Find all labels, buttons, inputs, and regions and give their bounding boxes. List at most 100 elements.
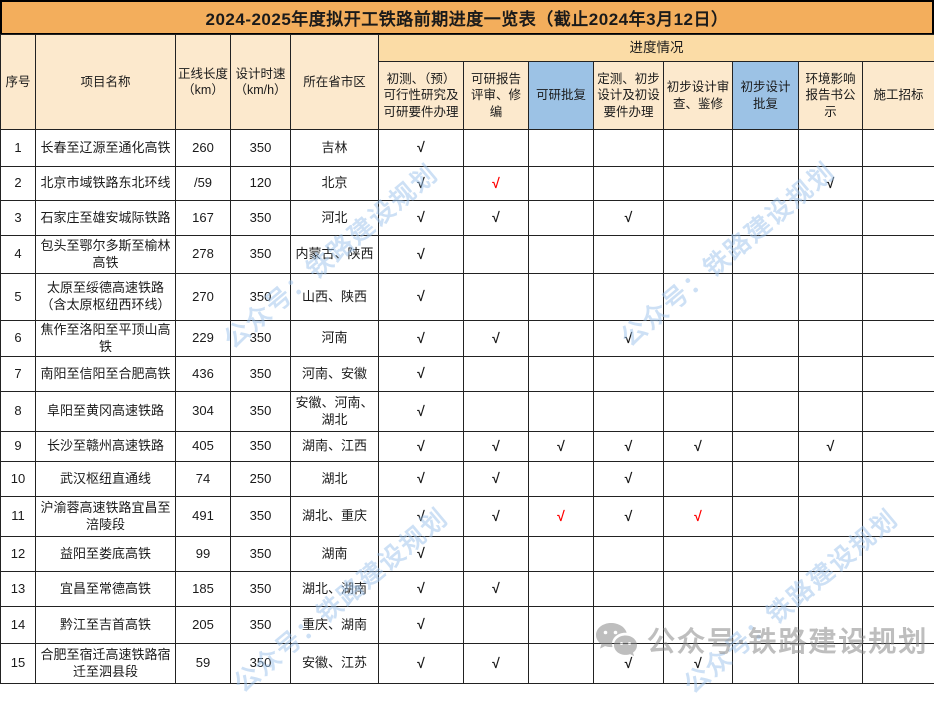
progress-cell-eia-publicity: √	[799, 167, 863, 201]
progress-cell-construction-bidding	[863, 321, 934, 357]
progress-cell-eia-publicity	[799, 321, 863, 357]
province: 河南、安徽	[291, 357, 379, 392]
progress-cell-eia-publicity	[799, 357, 863, 392]
progress-cell-survey-feasibility: √	[379, 392, 464, 432]
line-length: /59	[176, 167, 231, 201]
progress-cell-eia-publicity	[799, 462, 863, 497]
progress-cell-feasibility-approval	[529, 201, 594, 236]
column-header-survey-feasibility: 初测、（预）可行性研究及可研要件办理	[379, 62, 464, 130]
line-length: 405	[176, 432, 231, 462]
province: 吉林	[291, 130, 379, 167]
column-header-final-survey-design: 定测、初步设计及初设要件办理	[594, 62, 664, 130]
progress-cell-design-approval	[733, 274, 799, 321]
project-name: 武汉枢纽直通线	[36, 462, 176, 497]
progress-cell-survey-feasibility: √	[379, 130, 464, 167]
progress-cell-final-survey-design	[594, 572, 664, 607]
progress-cell-design-approval	[733, 497, 799, 537]
progress-cell-feasibility-approval	[529, 537, 594, 572]
project-name: 合肥至宿迁高速铁路宿迁至泗县段	[36, 644, 176, 684]
progress-cell-design-review	[664, 236, 733, 274]
progress-cell-design-review	[664, 572, 733, 607]
progress-cell-design-review: √	[664, 644, 733, 684]
province: 安徽、河南、湖北	[291, 392, 379, 432]
column-header-feasibility-review: 可研报告评审、修编	[464, 62, 529, 130]
progress-group-header: 进度情况	[379, 35, 934, 62]
row-index: 11	[1, 497, 36, 537]
progress-cell-eia-publicity	[799, 537, 863, 572]
province: 山西、陕西	[291, 274, 379, 321]
progress-cell-feasibility-review: √	[464, 462, 529, 497]
progress-cell-design-review: √	[664, 432, 733, 462]
progress-cell-survey-feasibility: √	[379, 572, 464, 607]
column-header-feasibility-approval: 可研批复	[529, 62, 594, 130]
column-header-design-speed: 设计时速（km/h）	[231, 35, 291, 130]
design-speed: 350	[231, 201, 291, 236]
progress-cell-feasibility-approval	[529, 572, 594, 607]
progress-cell-eia-publicity	[799, 274, 863, 321]
progress-cell-feasibility-approval	[529, 236, 594, 274]
project-name: 长春至辽源至通化高铁	[36, 130, 176, 167]
column-header-design-approval: 初步设计批复	[733, 62, 799, 130]
province: 湖南、江西	[291, 432, 379, 462]
province: 湖北、湖南	[291, 572, 379, 607]
progress-cell-eia-publicity	[799, 392, 863, 432]
progress-cell-design-approval	[733, 167, 799, 201]
progress-cell-eia-publicity	[799, 236, 863, 274]
province: 安徽、江苏	[291, 644, 379, 684]
row-index: 3	[1, 201, 36, 236]
province: 北京	[291, 167, 379, 201]
row-index: 14	[1, 607, 36, 644]
progress-cell-final-survey-design	[594, 236, 664, 274]
line-length: 185	[176, 572, 231, 607]
progress-cell-construction-bidding	[863, 274, 934, 321]
progress-cell-construction-bidding	[863, 201, 934, 236]
design-speed: 350	[231, 274, 291, 321]
progress-cell-feasibility-review: √	[464, 167, 529, 201]
progress-cell-feasibility-review	[464, 274, 529, 321]
province: 河北	[291, 201, 379, 236]
progress-cell-eia-publicity: √	[799, 432, 863, 462]
progress-cell-feasibility-review	[464, 130, 529, 167]
design-speed: 350	[231, 497, 291, 537]
progress-cell-construction-bidding	[863, 497, 934, 537]
progress-cell-design-approval	[733, 462, 799, 497]
project-name: 北京市域铁路东北环线	[36, 167, 176, 201]
row-index: 4	[1, 236, 36, 274]
line-length: 99	[176, 537, 231, 572]
progress-cell-final-survey-design: √	[594, 462, 664, 497]
progress-cell-construction-bidding	[863, 130, 934, 167]
province: 湖南	[291, 537, 379, 572]
row-index: 7	[1, 357, 36, 392]
project-name: 益阳至娄底高铁	[36, 537, 176, 572]
line-length: 59	[176, 644, 231, 684]
progress-cell-design-review	[664, 130, 733, 167]
design-speed: 350	[231, 130, 291, 167]
design-speed: 350	[231, 607, 291, 644]
progress-cell-final-survey-design: √	[594, 201, 664, 236]
progress-cell-survey-feasibility: √	[379, 236, 464, 274]
column-header-line-length: 正线长度（km）	[176, 35, 231, 130]
progress-cell-design-approval	[733, 201, 799, 236]
progress-cell-final-survey-design	[594, 167, 664, 201]
progress-cell-feasibility-approval	[529, 357, 594, 392]
progress-cell-feasibility-review	[464, 357, 529, 392]
row-index: 10	[1, 462, 36, 497]
progress-cell-design-approval	[733, 321, 799, 357]
project-name: 包头至鄂尔多斯至榆林高铁	[36, 236, 176, 274]
line-length: 304	[176, 392, 231, 432]
progress-cell-final-survey-design: √	[594, 432, 664, 462]
progress-cell-feasibility-approval	[529, 167, 594, 201]
province: 内蒙古、陕西	[291, 236, 379, 274]
column-header-eia-publicity: 环境影响报告书公示	[799, 62, 863, 130]
row-index: 15	[1, 644, 36, 684]
progress-cell-survey-feasibility: √	[379, 357, 464, 392]
progress-cell-design-review	[664, 357, 733, 392]
line-length: 74	[176, 462, 231, 497]
row-index: 12	[1, 537, 36, 572]
